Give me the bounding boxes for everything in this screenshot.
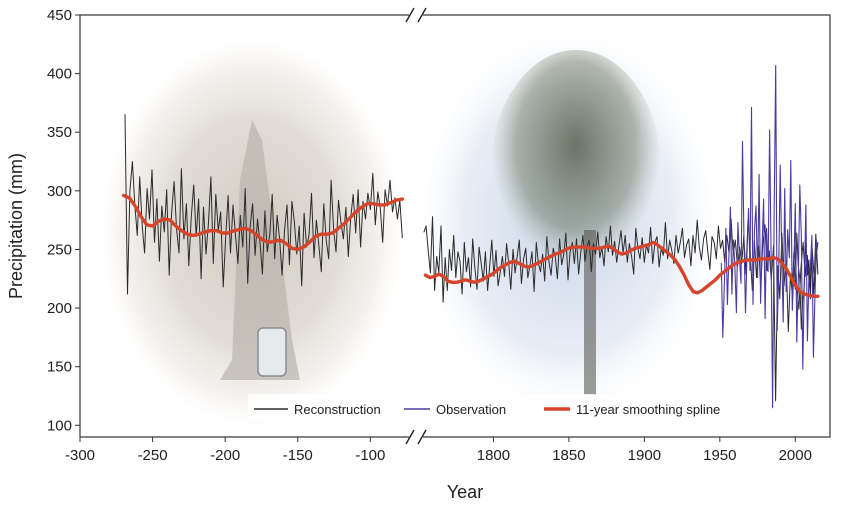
x-tick-label: -300 <box>65 447 95 464</box>
reconstruction-line-1 <box>423 216 819 402</box>
axis-break-gap-0 <box>409 12 423 18</box>
y-tick-label: 300 <box>47 183 72 200</box>
pine-trunk <box>584 230 596 395</box>
legend-box <box>248 394 763 420</box>
x-tick-label: 2000 <box>779 447 812 464</box>
x-tick-label: 1800 <box>477 447 510 464</box>
x-tick-label: -150 <box>283 447 313 464</box>
x-tick-label: 1950 <box>703 447 736 464</box>
spline-line-0 <box>121 193 404 252</box>
y-tick-label: 100 <box>47 417 72 434</box>
axis-break-gap-1 <box>409 434 423 440</box>
x-tick-label: -250 <box>138 447 168 464</box>
plot-frame <box>79 14 831 438</box>
stump-shape <box>220 120 300 380</box>
y-tick-label: 450 <box>47 7 72 24</box>
legend-label-0: Reconstruction <box>294 402 381 417</box>
gps-device <box>257 327 287 377</box>
x-tick-label: 1850 <box>552 447 585 464</box>
y-tick-label: 350 <box>47 124 72 141</box>
x-tick-label: 1900 <box>628 447 661 464</box>
legend-label-2: 11-year smoothing spline <box>576 402 720 417</box>
y-tick-label: 200 <box>47 300 72 317</box>
x-tick-label: -200 <box>210 447 240 464</box>
spline-line-1 <box>423 240 820 298</box>
y-tick-label: 150 <box>47 359 72 376</box>
y-tick-label: 250 <box>47 241 72 258</box>
x-axis-title: Year <box>447 482 483 502</box>
legend-label-1: Observation <box>436 402 506 417</box>
axis-break-mark <box>405 429 415 445</box>
axis-break-mark <box>417 7 427 23</box>
observation-line <box>720 64 817 409</box>
axis-break-mark <box>417 429 427 445</box>
pine-canopy <box>491 50 661 290</box>
y-tick-label: 400 <box>47 66 72 83</box>
axis-break-mark <box>405 7 415 23</box>
y-axis-title: Precipitation (mm) <box>6 153 26 299</box>
x-tick-label: -100 <box>355 447 385 464</box>
